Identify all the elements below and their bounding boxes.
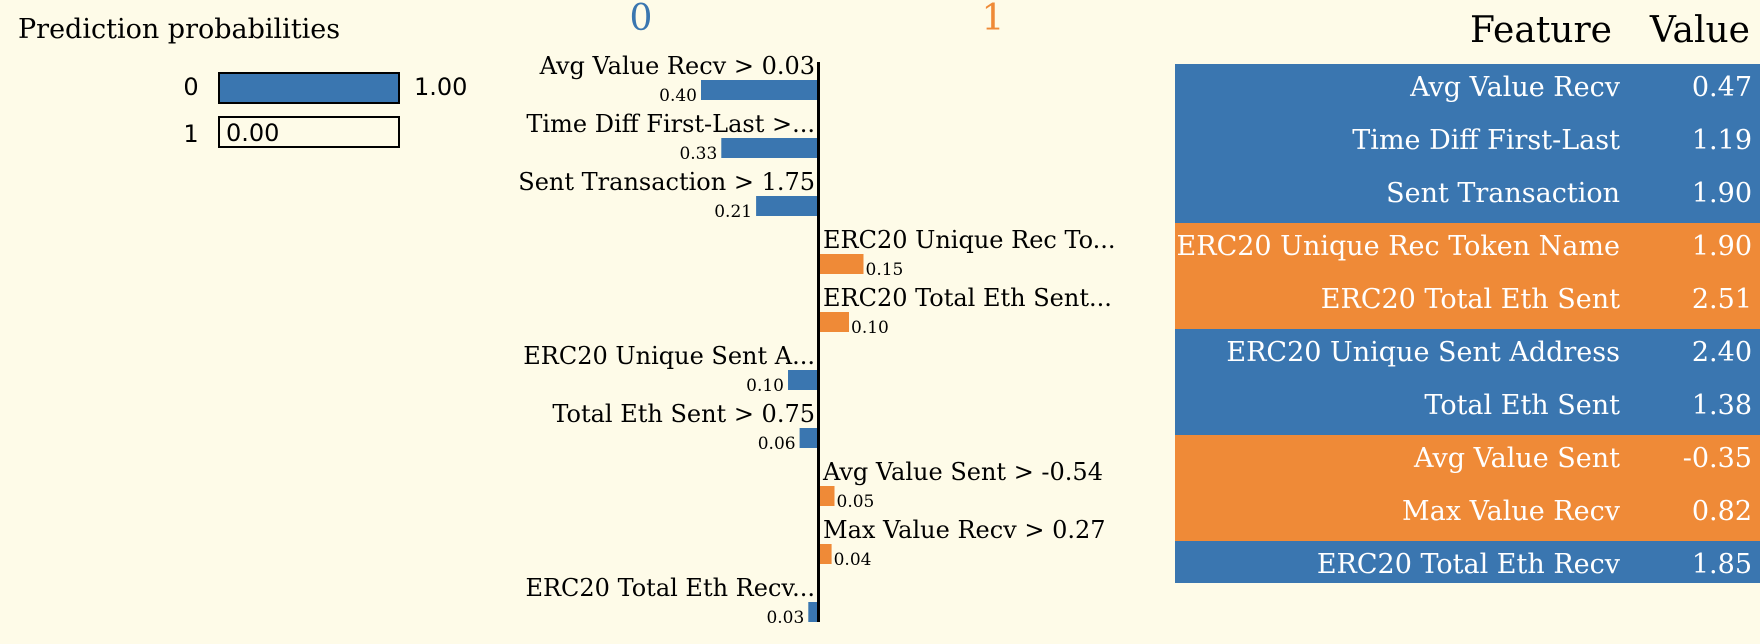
feature-value-table: Feature Value Avg Value Recv 0.47 Time Dif… <box>1175 0 1760 600</box>
table-row: ERC20 Total Eth Sent 2.51 <box>1175 276 1760 329</box>
table-header: Feature Value <box>1175 0 1760 62</box>
feature-value-cell: 0.82 <box>1691 496 1752 527</box>
feature-name-cell: Max Value Recv <box>1402 496 1620 527</box>
explanation-bar-chart: 0 1 Avg Value Recv > 0.03 0.40 Time Diff Fir… <box>518 0 1116 628</box>
feature-bar-value: 0.04 <box>834 550 872 570</box>
feature-bar <box>701 80 817 100</box>
feature-name-cell: Time Diff First-Last <box>1352 125 1620 156</box>
table-row: Max Value Recv 0.82 <box>1175 488 1760 541</box>
table-row: ERC20 Unique Sent Address 2.40 <box>1175 329 1760 382</box>
feature-bar <box>820 312 849 332</box>
pred-bar-1 <box>218 116 400 148</box>
feature-bar <box>820 254 864 274</box>
pred-prob-label-1: 0.00 <box>226 119 280 147</box>
feature-bar-value: 0.40 <box>659 86 697 106</box>
feature-bar-value: 0.33 <box>679 144 717 164</box>
feature-value-cell: 1.85 <box>1691 549 1752 580</box>
feature-bar-label: ERC20 Unique Sent A... <box>523 342 815 370</box>
feature-bar-value: 0.05 <box>837 492 875 512</box>
feature-name-cell: Total Eth Sent <box>1424 390 1620 421</box>
feature-value-cell: 2.40 <box>1691 337 1752 368</box>
value-column-header: Value <box>1649 10 1750 51</box>
feature-value-cell: 1.90 <box>1691 178 1752 209</box>
feature-name-cell: ERC20 Unique Sent Address <box>1226 337 1620 368</box>
table-row: ERC20 Unique Rec Token Name 1.90 <box>1175 223 1760 276</box>
feature-name-cell: ERC20 Total Eth Recv <box>1316 549 1620 580</box>
prediction-probabilities-title: Prediction probabilities <box>18 14 341 45</box>
feature-bar-value: 0.10 <box>746 376 784 396</box>
feature-bar <box>721 138 817 158</box>
feature-value-cell: 1.19 <box>1691 125 1752 156</box>
feature-bar-label: ERC20 Unique Rec To... <box>823 226 1116 254</box>
pred-class-label-1: 1 <box>183 120 199 148</box>
table-row: Sent Transaction 1.90 <box>1175 170 1760 223</box>
feature-value-cell: 2.51 <box>1691 284 1752 315</box>
feature-value-cell: 0.47 <box>1691 72 1752 103</box>
feature-value-cell: 1.90 <box>1691 231 1752 262</box>
class-header-0: 0 <box>630 0 653 39</box>
feature-value-cell: 1.38 <box>1691 390 1752 421</box>
feature-bar-value: 0.03 <box>766 608 804 628</box>
feature-name-cell: Avg Value Sent <box>1414 443 1620 474</box>
feature-bar <box>788 370 817 390</box>
feature-bar-label: Total Eth Sent > 0.75 <box>552 400 815 428</box>
feature-bar-value: 0.06 <box>758 434 796 454</box>
table-body: Avg Value Recv 0.47 Time Diff First-Last 1.… <box>1175 64 1760 583</box>
feature-name-cell: Avg Value Recv <box>1410 72 1620 103</box>
table-row: Total Eth Sent 1.38 <box>1175 382 1760 435</box>
feature-name-cell: ERC20 Unique Rec Token Name <box>1176 231 1620 262</box>
feature-column-header: Feature <box>1470 10 1612 51</box>
feature-bar <box>820 544 832 564</box>
feature-bar <box>808 602 817 622</box>
feature-name-cell: ERC20 Total Eth Sent <box>1320 284 1620 315</box>
feature-bar-value: 0.15 <box>866 260 904 280</box>
feature-bar-label: Avg Value Sent > -0.54 <box>822 458 1103 486</box>
pred-prob-label-0: 1.00 <box>414 73 468 101</box>
pred-bar-0 <box>218 72 400 104</box>
table-row: Avg Value Recv 0.47 <box>1175 64 1760 117</box>
feature-bar <box>756 196 817 216</box>
feature-bar-value: 0.21 <box>714 202 752 222</box>
table-row: Time Diff First-Last 1.19 <box>1175 117 1760 170</box>
pred-class-label-0: 0 <box>183 73 199 101</box>
feature-bar-label: ERC20 Total Eth Recv... <box>525 574 815 602</box>
class-header-1: 1 <box>982 0 1005 39</box>
feature-bar-label: Time Diff First-Last >... <box>526 110 815 138</box>
feature-bar-label: Max Value Recv > 0.27 <box>823 516 1106 544</box>
table-row: ERC20 Total Eth Recv 1.85 <box>1175 541 1760 583</box>
feature-value-cell: -0.35 <box>1682 443 1752 474</box>
feature-bar-label: Sent Transaction > 1.75 <box>518 168 815 196</box>
feature-bar-label: Avg Value Recv > 0.03 <box>539 52 815 80</box>
chart-axis-line <box>817 62 820 622</box>
feature-bar <box>820 486 835 506</box>
pred-bar-fill-0 <box>220 74 398 102</box>
feature-bar <box>799 428 817 448</box>
table-row: Avg Value Sent -0.35 <box>1175 435 1760 488</box>
feature-bar-label: ERC20 Total Eth Sent... <box>823 284 1112 312</box>
feature-name-cell: Sent Transaction <box>1386 178 1620 209</box>
prediction-probabilities-panel: Prediction probabilities 0 1.00 1 0.00 <box>0 0 520 200</box>
feature-bar-value: 0.10 <box>851 318 889 338</box>
